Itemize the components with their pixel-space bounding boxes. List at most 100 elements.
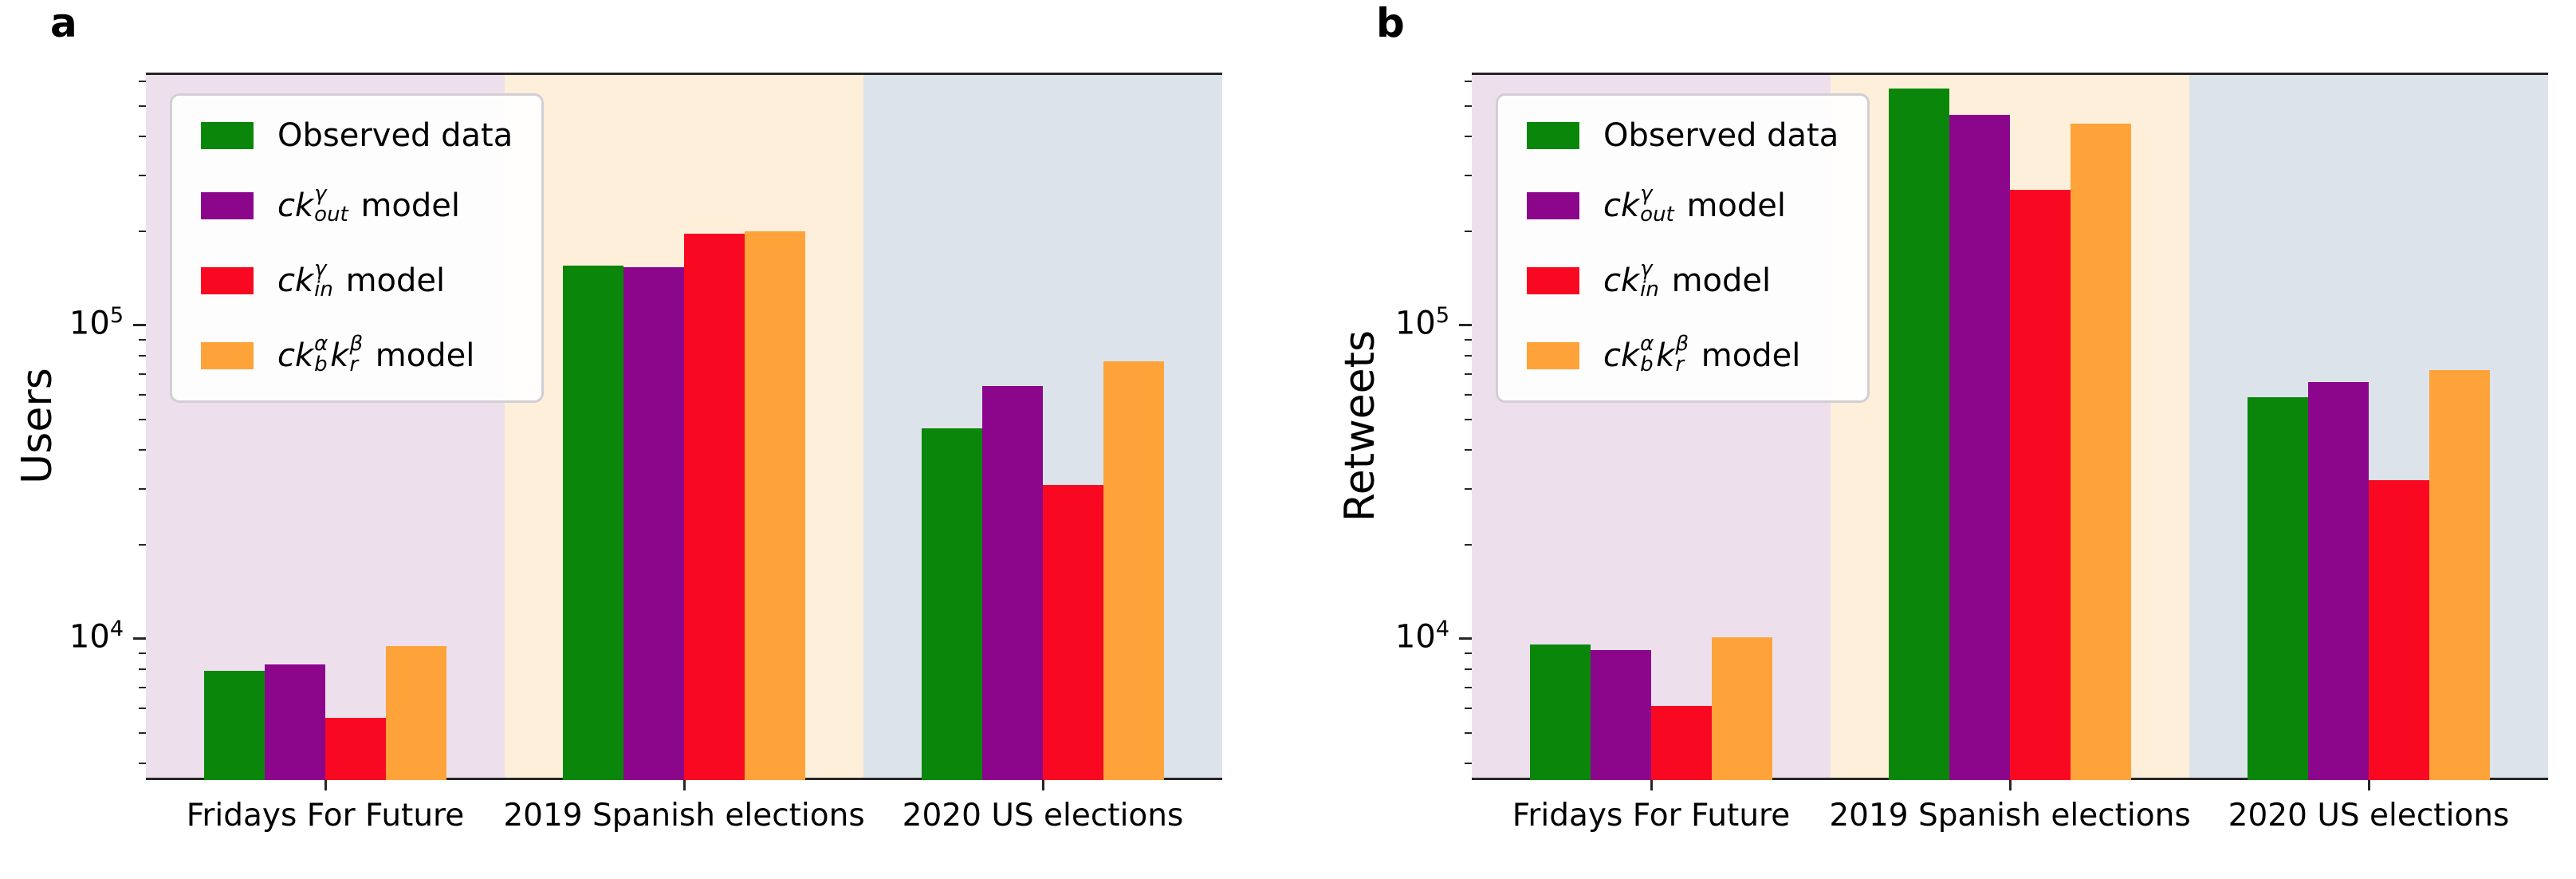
- legend-row: ck γ out model: [201, 182, 513, 227]
- legend-label: ck α b k β r model: [1603, 332, 1801, 376]
- bar-ck_in^γ-group3: [2369, 480, 2429, 780]
- y-major-tick: [1459, 324, 1472, 327]
- y-minor-tick: [1465, 394, 1472, 396]
- y-major-tick: [133, 637, 146, 641]
- legend-swatch: [1527, 342, 1579, 369]
- legend-label: ck γ out model: [1603, 182, 1787, 227]
- legend-label: ck γ out model: [277, 182, 461, 227]
- legend-label: ck γ in model: [1603, 257, 1772, 302]
- y-minor-tick: [139, 668, 146, 671]
- x-tick-label: Fridays For Future: [1512, 798, 1791, 834]
- y-tick-label: 105: [1394, 302, 1449, 342]
- legend: Observed data ck γ out model ck γ in model ck α b…: [1496, 93, 1870, 403]
- y-minor-tick: [1465, 488, 1472, 491]
- bar-observed-group2: [1889, 88, 1949, 780]
- y-tick-label: 105: [69, 302, 124, 342]
- y-minor-tick: [139, 354, 146, 357]
- x-tick: [2008, 780, 2012, 790]
- legend-swatch: [201, 192, 254, 219]
- bar-ck_out^γ-group3: [982, 386, 1043, 780]
- x-tick: [1650, 780, 1653, 790]
- y-minor-tick: [1465, 338, 1472, 341]
- y-minor-tick: [139, 81, 146, 83]
- x-tick: [324, 780, 327, 790]
- y-minor-tick: [139, 652, 146, 654]
- legend-row: ck γ in model: [201, 257, 513, 302]
- superscript-subscript-stack: γ out: [1640, 182, 1674, 227]
- bar-ck_out^γ-group1: [265, 664, 325, 780]
- legend-row: Observed data: [201, 120, 513, 152]
- x-tick-label: 2019 Spanish elections: [1829, 798, 2191, 834]
- y-minor-tick: [1465, 175, 1472, 177]
- bar-ck_in^γ-group2: [684, 234, 745, 780]
- y-minor-tick: [139, 763, 146, 765]
- panel-a-letter: a: [50, 0, 77, 46]
- legend-swatch: [201, 122, 254, 149]
- superscript-subscript-stack: γ out: [314, 182, 348, 227]
- bar-observed-group2: [563, 266, 623, 780]
- bar-ck_b^α-group3: [2429, 369, 2490, 780]
- y-minor-tick: [139, 105, 146, 108]
- bar-ck_in^γ-group1: [1651, 706, 1712, 780]
- x-tick: [1041, 780, 1044, 790]
- bar-ck_b^α-group1: [386, 645, 446, 780]
- legend: Observed data ck γ out model ck γ in model ck α b…: [170, 93, 545, 403]
- y-minor-tick: [1465, 354, 1472, 357]
- legend-swatch: [201, 342, 254, 369]
- legend-swatch: [201, 267, 254, 294]
- y-minor-tick: [139, 488, 146, 491]
- bar-ck_b^α-group1: [1712, 637, 1772, 780]
- legend-swatch: [1527, 122, 1579, 149]
- bar-ck_in^γ-group1: [325, 717, 386, 780]
- y-minor-tick: [1465, 449, 1472, 451]
- y-minor-tick: [139, 708, 146, 710]
- y-minor-tick: [1465, 543, 1472, 546]
- y-minor-tick: [1465, 652, 1472, 654]
- bar-observed-group1: [1530, 644, 1591, 780]
- superscript-subscript-stack: γ in: [314, 257, 333, 302]
- y-minor-tick: [1465, 708, 1472, 710]
- y-minor-tick: [1465, 136, 1472, 138]
- bar-ck_out^γ-group3: [2308, 381, 2369, 780]
- y-minor-tick: [1465, 105, 1472, 108]
- y-minor-tick: [139, 175, 146, 177]
- y-minor-tick: [1465, 230, 1472, 232]
- y-minor-tick: [139, 394, 146, 396]
- x-tick-label: 2019 Spanish elections: [503, 798, 865, 834]
- bar-observed-group3: [922, 428, 982, 780]
- y-minor-tick: [139, 686, 146, 688]
- bar-observed-group1: [204, 671, 265, 780]
- y-minor-tick: [139, 449, 146, 451]
- y-minor-tick: [1465, 668, 1472, 671]
- legend-label: Observed data: [277, 117, 513, 154]
- y-tick-label: 104: [69, 616, 124, 656]
- y-minor-tick: [1465, 763, 1472, 765]
- y-major-tick: [1459, 637, 1472, 641]
- y-minor-tick: [139, 732, 146, 735]
- y-axis-label-users: Users: [14, 368, 61, 484]
- x-tick: [2367, 780, 2370, 790]
- bar-ck_in^γ-group2: [2010, 190, 2071, 780]
- bar-ck_b^α-group2: [2071, 123, 2131, 780]
- y-minor-tick: [1465, 686, 1472, 688]
- legend-label: ck α b k β r model: [277, 332, 475, 376]
- x-tick: [682, 780, 686, 790]
- bar-ck_out^γ-group2: [1949, 114, 2010, 780]
- legend-swatch: [1527, 267, 1579, 294]
- y-minor-tick: [139, 338, 146, 341]
- y-minor-tick: [1465, 419, 1472, 421]
- legend-label: ck γ in model: [277, 257, 446, 302]
- y-tick-label: 104: [1394, 616, 1449, 656]
- y-minor-tick: [1465, 732, 1472, 735]
- y-minor-tick: [1465, 81, 1472, 83]
- bar-ck_out^γ-group1: [1591, 650, 1651, 780]
- y-minor-tick: [139, 230, 146, 232]
- superscript-subscript-stack: γ in: [1640, 257, 1659, 302]
- x-tick-label: 2020 US elections: [2228, 798, 2510, 834]
- y-minor-tick: [139, 136, 146, 138]
- bar-ck_b^α-group2: [745, 231, 805, 780]
